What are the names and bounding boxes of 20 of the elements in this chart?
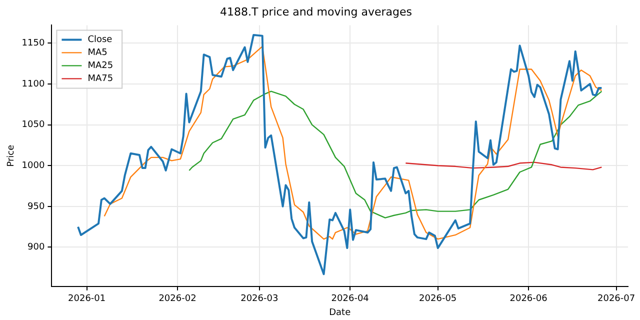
- y-tick-label: 950: [28, 202, 45, 212]
- x-tick-label: 2026-03: [240, 294, 278, 304]
- x-tick-label: 2026-04: [331, 294, 370, 304]
- y-tick-label: 1050: [22, 120, 45, 130]
- y-tick-label: 900: [28, 242, 45, 253]
- x-tick-label: 2026-06: [510, 294, 548, 304]
- x-tick-label: 2026-01: [68, 294, 106, 304]
- legend-label: MA5: [88, 48, 108, 58]
- x-tick-label: 2026-07: [597, 294, 636, 304]
- chart-title: 4188.T price and moving averages: [220, 5, 412, 18]
- x-tick-label: 2026-02: [158, 294, 196, 304]
- y-tick-label: 1150: [22, 38, 45, 48]
- legend-label: MA75: [88, 74, 114, 84]
- legend-label: Close: [88, 35, 113, 46]
- y-tick-label: 1100: [22, 79, 45, 90]
- legend-label: MA25: [88, 61, 114, 72]
- y-tick-label: 1000: [22, 160, 45, 171]
- y-axis-title: Price: [6, 144, 17, 167]
- x-tick-label: 2026-05: [419, 294, 457, 304]
- x-axis-title: Date: [329, 308, 352, 318]
